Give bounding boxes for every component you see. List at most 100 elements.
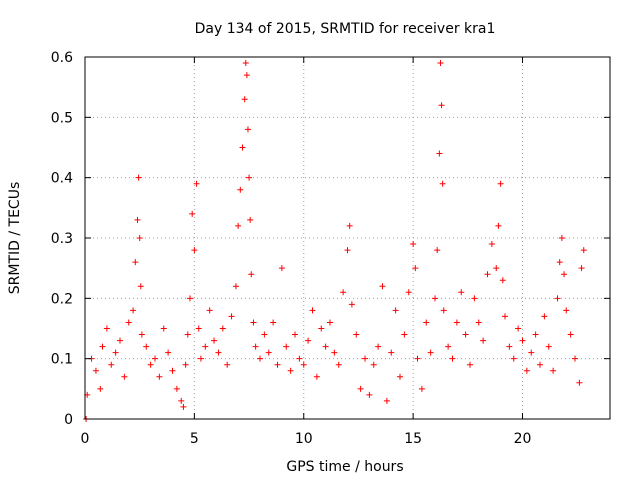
- data-point: [537, 361, 543, 368]
- data-point: [576, 379, 583, 386]
- data-point: [313, 373, 320, 380]
- data-point: [235, 222, 242, 229]
- data-point: [125, 319, 132, 326]
- data-point: [397, 373, 403, 380]
- data-point: [438, 102, 445, 109]
- y-tick-label: 0.4: [51, 171, 73, 187]
- data-point: [480, 337, 487, 344]
- data-point: [519, 337, 526, 344]
- x-tick-label: 20: [514, 431, 532, 447]
- data-point: [132, 259, 139, 266]
- data-point: [318, 325, 325, 332]
- data-point: [366, 391, 373, 398]
- data-point: [340, 289, 347, 296]
- data-point: [232, 283, 239, 290]
- data-point: [292, 331, 298, 338]
- data-point: [215, 349, 222, 356]
- data-point: [392, 307, 399, 314]
- data-point: [211, 337, 218, 344]
- data-point: [423, 319, 430, 326]
- data-point: [252, 343, 259, 350]
- data-point: [193, 180, 200, 187]
- data-point: [437, 60, 444, 67]
- data-point: [412, 265, 419, 272]
- data-point: [242, 60, 249, 67]
- data-point: [187, 295, 193, 302]
- data-point: [462, 331, 469, 338]
- data-point: [475, 319, 482, 326]
- data-point: [410, 241, 417, 248]
- data-point: [432, 295, 438, 302]
- data-point: [484, 271, 491, 278]
- data-point: [523, 367, 530, 374]
- data-point: [327, 319, 333, 326]
- data-point: [180, 403, 187, 410]
- data-point: [401, 331, 408, 338]
- data-point: [515, 325, 522, 332]
- data-point: [414, 355, 421, 362]
- data-point: [135, 174, 142, 181]
- data-point: [195, 325, 202, 332]
- data-point: [488, 241, 495, 248]
- data-point: [434, 247, 441, 254]
- data-point: [331, 349, 338, 356]
- data-point: [138, 331, 145, 338]
- data-point: [375, 343, 382, 350]
- data-point: [283, 343, 290, 350]
- data-point: [550, 367, 557, 374]
- data-point: [493, 265, 500, 272]
- data-point: [250, 319, 257, 326]
- data-point: [449, 355, 456, 362]
- data-point: [237, 186, 244, 193]
- data-point: [184, 331, 191, 338]
- x-tick-label: 15: [404, 431, 422, 447]
- data-point: [497, 180, 504, 187]
- data-point: [197, 355, 204, 362]
- data-point: [112, 349, 119, 356]
- data-point: [467, 361, 473, 368]
- data-point: [440, 307, 447, 314]
- data-point: [344, 247, 351, 254]
- data-point: [427, 349, 434, 356]
- data-point: [362, 355, 368, 362]
- data-point: [270, 319, 277, 326]
- y-tick-label: 0.5: [51, 110, 73, 126]
- x-tick-label: 0: [81, 431, 90, 447]
- data-point: [499, 277, 506, 284]
- data-point: [121, 373, 128, 380]
- y-tick-label: 0.2: [51, 291, 73, 307]
- data-point: [379, 283, 386, 290]
- data-point: [541, 313, 548, 320]
- data-point: [99, 343, 106, 350]
- x-tick-label: 10: [295, 431, 313, 447]
- axis-ticks: 0 5 10 15 20 0 0.1 0.2 0.3 0.4 0.5 0.6: [51, 50, 610, 447]
- data-point: [189, 210, 196, 217]
- data-point: [445, 343, 452, 350]
- y-tick-label: 0.3: [51, 231, 73, 247]
- data-point: [202, 343, 209, 350]
- data-point: [278, 265, 285, 272]
- data-point: [136, 235, 143, 241]
- data-point: [309, 307, 316, 314]
- data-point: [439, 180, 446, 187]
- data-point: [567, 331, 574, 338]
- data-point: [103, 325, 110, 332]
- data-point: [156, 373, 163, 380]
- data-point: [296, 355, 303, 362]
- data-point: [383, 397, 390, 404]
- data-point: [558, 235, 565, 241]
- data-point: [471, 295, 478, 302]
- data-point: [556, 259, 563, 266]
- data-point: [357, 385, 364, 392]
- data-point: [495, 222, 502, 229]
- data-point: [261, 331, 268, 338]
- y-axis-label: SRMTID / TECUs: [7, 182, 23, 295]
- data-point: [532, 331, 539, 338]
- data-point: [578, 265, 585, 272]
- data-point: [510, 355, 517, 362]
- x-axis-label: GPS time / hours: [286, 459, 403, 475]
- data-point: [335, 361, 342, 368]
- data-point: [239, 144, 246, 151]
